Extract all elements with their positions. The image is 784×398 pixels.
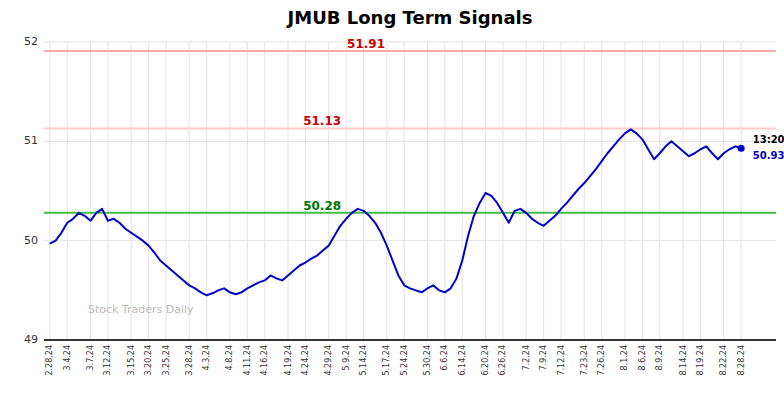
x-tick-label: 7.9.24 — [539, 345, 548, 370]
x-tick-label: 4.16.24 — [260, 345, 269, 376]
x-tick-label: 7.23.24 — [580, 345, 589, 376]
grid-line-x — [229, 42, 230, 340]
plot-area — [44, 51, 776, 295]
grid-line-x — [67, 42, 68, 340]
grid-line-x — [659, 42, 660, 340]
x-tick-label: 6.20.24 — [481, 345, 490, 376]
grid-line-x — [148, 42, 149, 340]
x-tick-label: 3.15.24 — [127, 345, 136, 376]
grid-line-x — [363, 42, 364, 340]
x-tick-label: 5.24.24 — [400, 345, 409, 376]
last-time-label: 13:20 — [753, 134, 784, 145]
grid-line-x — [288, 42, 289, 340]
grid-line-x — [642, 42, 643, 340]
x-tick-label: 3.4.24 — [63, 345, 72, 370]
grid-line-y — [44, 141, 776, 142]
grid-line-x — [543, 42, 544, 340]
grid-line-x — [346, 42, 347, 340]
grid-line-x — [189, 42, 190, 340]
grid-line-x — [427, 42, 428, 340]
y-tick-label: 51 — [24, 134, 38, 147]
signal-label: 51.13 — [303, 114, 341, 128]
grid-line-x — [328, 42, 329, 340]
x-tick-label: 8.14.24 — [679, 345, 688, 376]
grid-line-x — [404, 42, 405, 340]
signal-line — [44, 212, 776, 214]
x-tick-label: 3.25.24 — [162, 345, 171, 376]
grid — [44, 42, 776, 340]
y-tick-label: 52 — [24, 35, 38, 48]
x-tick-label: 2.28.24 — [45, 345, 54, 376]
grid-line-x — [624, 42, 625, 340]
signal-line — [44, 127, 776, 129]
grid-line-x — [247, 42, 248, 340]
grid-line-y — [44, 340, 776, 341]
signal-label: 51.91 — [347, 37, 385, 51]
x-tick-label: 3.20.24 — [144, 345, 153, 376]
grid-line-x — [683, 42, 684, 340]
grid-line-x — [107, 42, 108, 340]
x-tick-label: 3.7.24 — [86, 345, 95, 370]
grid-line-x — [584, 42, 585, 340]
grid-line-x — [561, 42, 562, 340]
x-axis-line — [44, 339, 776, 341]
x-tick-label: 4.29.24 — [324, 345, 333, 376]
y-tick-label: 50 — [24, 234, 38, 247]
grid-line-x — [526, 42, 527, 340]
grid-line-x — [601, 42, 602, 340]
last-price-label: 50.93 — [753, 150, 784, 161]
grid-line-x — [485, 42, 486, 340]
last-point — [738, 145, 745, 152]
grid-line-y — [44, 42, 776, 43]
grid-line-x — [723, 42, 724, 340]
signal-line — [44, 50, 776, 52]
grid-line-x — [502, 42, 503, 340]
chart: 49 50 51 52 2.28.24 3.4.24 3.7.24 3.12.24 3.15.2… — [0, 0, 784, 398]
x-tick-label: 5.14.24 — [359, 345, 368, 376]
x-tick-label: 8.19.24 — [696, 345, 705, 376]
x-tick-label: 5.17.24 — [382, 345, 391, 376]
grid-line-x — [49, 42, 50, 340]
x-tick-label: 4.24.24 — [301, 345, 310, 376]
x-tick-label: 6.14.24 — [458, 345, 467, 376]
grid-line-x — [462, 42, 463, 340]
grid-line-x — [700, 42, 701, 340]
grid-line-x — [166, 42, 167, 340]
x-tick-label: 6.26.24 — [498, 345, 507, 376]
x-tick-label: 7.2.24 — [522, 345, 531, 370]
grid-line-x — [305, 42, 306, 340]
x-tick-label: 4.11.24 — [243, 345, 252, 376]
watermark: Stock Traders Daily — [88, 303, 194, 316]
x-tick-label: 8.28.24 — [737, 345, 746, 376]
x-tick-label: 5.30.24 — [423, 345, 432, 376]
signal-label: 50.28 — [303, 199, 341, 213]
x-tick-label: 4.8.24 — [225, 345, 234, 370]
x-tick-label: 7.26.24 — [597, 345, 606, 376]
x-tick-label: 8.9.24 — [655, 345, 664, 370]
x-tick-label: 8.22.24 — [719, 345, 728, 376]
x-tick-label: 8.6.24 — [638, 345, 647, 370]
grid-line-x — [444, 42, 445, 340]
x-tick-label: 8.1.24 — [620, 345, 629, 370]
grid-line-x — [131, 42, 132, 340]
x-tick-label: 7.12.24 — [557, 345, 566, 376]
x-tick-label: 3.12.24 — [103, 345, 112, 376]
x-tick-label: 4.3.24 — [202, 345, 211, 370]
x-tick-label: 5.9.24 — [342, 345, 351, 370]
grid-line-x — [741, 42, 742, 340]
y-tick-label: 49 — [24, 333, 38, 346]
grid-line-y — [44, 240, 776, 241]
x-tick-label: 6.6.24 — [440, 345, 449, 370]
grid-line-x — [90, 42, 91, 340]
title: JMUB Long Term Signals — [286, 7, 533, 28]
price-line — [50, 129, 741, 295]
grid-line-x — [386, 42, 387, 340]
x-tick-label: 3.28.24 — [185, 345, 194, 376]
grid-line-x — [264, 42, 265, 340]
x-tick-label: 4.19.24 — [284, 345, 293, 376]
